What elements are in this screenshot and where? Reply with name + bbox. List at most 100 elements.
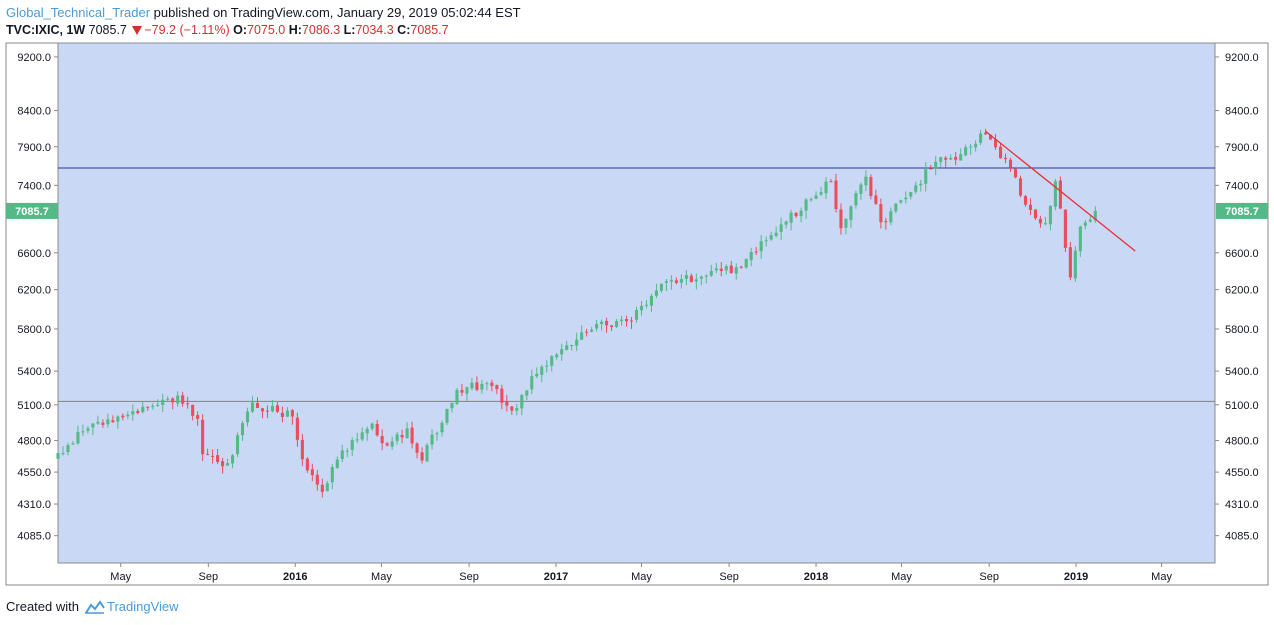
candle-body — [669, 279, 673, 282]
candle-body — [360, 432, 364, 440]
candle-body — [864, 176, 868, 186]
x-tick-label: 2019 — [1064, 571, 1088, 583]
candle-body — [934, 161, 938, 169]
candle-body — [799, 210, 803, 217]
x-tick-label: 2017 — [544, 571, 568, 583]
candle-body — [819, 192, 823, 195]
x-axis[interactable]: May Sep 2016 May Sep 2017 May Sep 2018 May Sep 2019… — [110, 563, 1172, 583]
horizontal-lines — [58, 167, 1215, 402]
created-with-text: Created with — [6, 599, 79, 614]
candle-body — [779, 224, 783, 232]
candle-body — [111, 420, 115, 423]
candle-body — [235, 435, 240, 455]
candle-body — [395, 434, 399, 441]
candle-body — [490, 382, 494, 387]
candle-body — [86, 428, 90, 431]
candle-body — [540, 366, 544, 375]
candle-body — [949, 157, 953, 160]
candle-body — [1053, 181, 1057, 207]
candle-body — [96, 421, 100, 424]
y-tick-label-left: 6200.0 — [17, 285, 51, 297]
publish-info: Global_Technical_Trader published on Tra… — [6, 5, 521, 20]
candle-body — [639, 305, 644, 311]
symbol-label: TVC:IXIC, 1W — [6, 23, 86, 37]
candle-body — [974, 143, 978, 148]
candle-body — [759, 241, 763, 252]
candle-body — [1083, 222, 1087, 226]
candle-body — [255, 403, 260, 408]
y-tick-label-left: 4085.0 — [17, 531, 51, 543]
candle-body — [969, 146, 973, 148]
candle-body — [939, 157, 943, 162]
candle-body — [924, 169, 928, 184]
y-tick-label-right: 4800.0 — [1225, 436, 1259, 448]
candle-body — [500, 388, 504, 403]
candle-body — [724, 266, 728, 271]
candle-body — [161, 399, 165, 405]
candle-body — [245, 411, 250, 423]
candle-body — [829, 181, 833, 183]
candle-body — [1093, 210, 1097, 221]
candle-body — [869, 177, 873, 197]
plot-area[interactable] — [57, 42, 1216, 564]
price-badge-right — [1216, 202, 1268, 219]
candle-body — [899, 200, 903, 203]
candle-body — [126, 414, 130, 417]
candle-body — [365, 428, 369, 434]
y-tick-label-left: 4800.0 — [17, 436, 51, 448]
candle-body — [854, 193, 858, 206]
candle-body — [216, 455, 220, 462]
x-tick-label: May — [631, 571, 652, 583]
y-tick-label-right: 7400.0 — [1225, 180, 1259, 192]
candle-body — [1023, 196, 1028, 205]
tradingview-cloud-icon — [84, 600, 105, 614]
candle-body — [176, 395, 180, 404]
candle-body — [166, 398, 170, 400]
candle-body — [555, 354, 559, 358]
candle-body — [615, 321, 619, 327]
candle-body — [455, 389, 459, 404]
candle-body — [605, 320, 609, 326]
candle-body — [240, 423, 245, 436]
x-tick-label: May — [371, 571, 392, 583]
candle-body — [919, 183, 923, 186]
candle-body — [420, 452, 424, 461]
author-link[interactable]: Global_Technical_Trader — [6, 5, 151, 20]
high-value: 7086.3 — [301, 23, 341, 37]
candle-body — [325, 483, 329, 492]
candle-body — [206, 454, 210, 456]
candle-body — [585, 331, 589, 333]
close-label: C: — [397, 23, 411, 37]
candle-body — [405, 428, 409, 439]
x-tick-label: Sep — [979, 571, 999, 583]
candle-body — [425, 445, 429, 462]
candle-body — [595, 323, 599, 329]
candle-body — [275, 405, 279, 412]
candle-body — [580, 332, 584, 340]
candle-body — [345, 450, 349, 452]
candle-body — [984, 132, 988, 135]
candle-body — [744, 258, 748, 268]
candle-body — [1008, 159, 1013, 168]
candle-body — [649, 295, 654, 306]
candle-body — [699, 276, 703, 279]
y-axis[interactable]: 9200.0 9200.0 8400.0 8400.0 7900.0 7900.0 7400… — [17, 52, 1258, 543]
candle-body — [689, 275, 693, 283]
candle-body — [445, 408, 449, 423]
ohlc-legend: TVC:IXIC, 1W 7085.7 −79.2 (−1.11%) O:707… — [6, 23, 449, 37]
candle-body — [545, 365, 549, 367]
candle-body — [320, 484, 324, 492]
candle-body — [131, 411, 135, 415]
candle-body — [914, 185, 918, 192]
candle-body — [794, 212, 798, 217]
tradingview-link[interactable]: TradingView — [106, 599, 179, 614]
candle-body — [505, 401, 509, 406]
footer: Created with TradingView — [6, 599, 179, 614]
candle-body — [889, 211, 893, 223]
candle-body — [1063, 209, 1067, 248]
candle-body — [729, 265, 733, 274]
candle-body — [106, 419, 110, 425]
candle-body — [904, 197, 908, 200]
candle-body — [954, 156, 958, 160]
